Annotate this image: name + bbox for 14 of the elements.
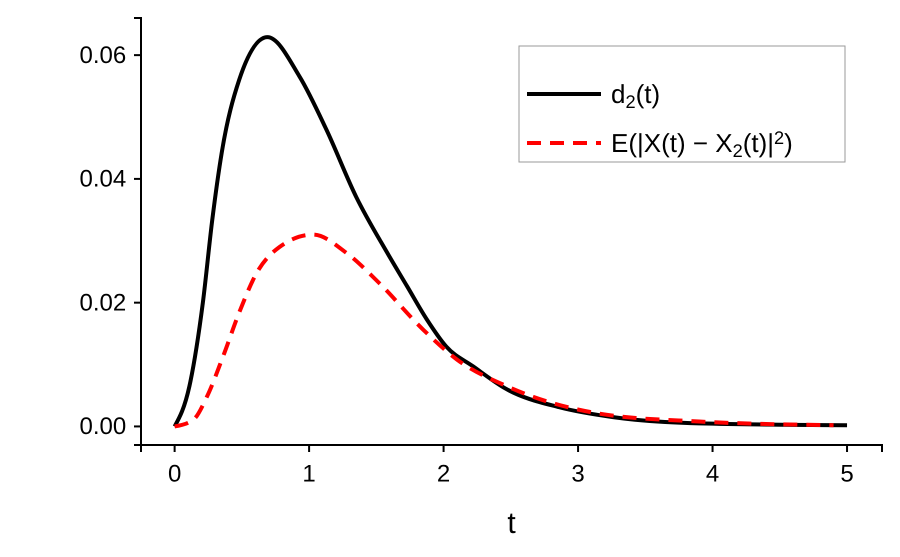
y-tick-label: 0.06	[79, 42, 126, 69]
x-tick-label: 2	[436, 460, 450, 488]
x-tick-label: 4	[706, 460, 720, 488]
legend-label: E(|X(t) − X$_{2}$(t)|$^{2}$)	[611, 128, 793, 160]
x-tick-label: 0	[168, 460, 182, 488]
y-tick-label: 0.04	[79, 166, 126, 193]
x-tick-label: 5	[840, 460, 854, 488]
legend-label: d$_{2}$(t)	[611, 79, 660, 112]
y-tick-label: 0.02	[79, 289, 126, 316]
x-tick-label: 1	[302, 460, 316, 488]
line-series	[172, 232, 836, 428]
y-tick-label: 0.00	[79, 413, 126, 440]
x-axis-title: t	[507, 507, 516, 540]
x-tick-label: 3	[571, 460, 585, 488]
